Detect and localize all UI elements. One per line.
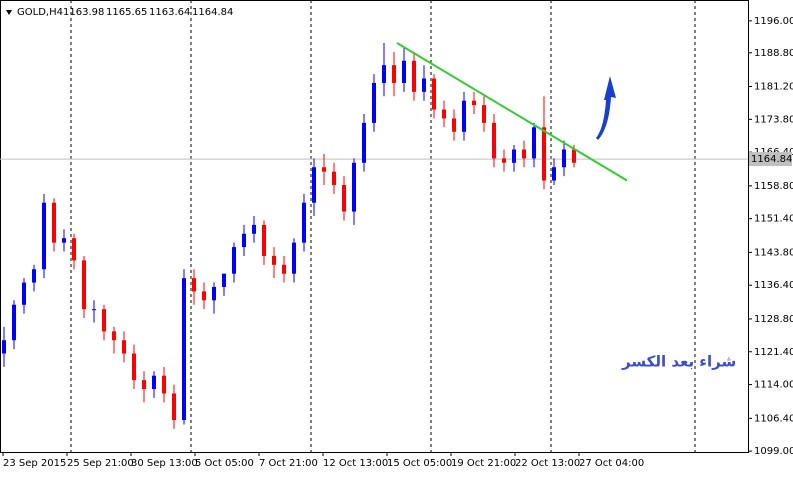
y-tick-label: 1114.00 — [754, 380, 793, 391]
plot-border — [0, 0, 749, 453]
candle-body — [432, 78, 436, 110]
header-value: 1164.84 — [192, 7, 233, 18]
header-value: 1163.64 — [149, 7, 190, 18]
x-tick-label: 7 Oct 21:00 — [259, 458, 318, 469]
candle-body — [402, 60, 406, 83]
candle-body — [482, 105, 486, 123]
candle-body — [112, 331, 116, 341]
y-tick-label: 1099.00 — [754, 446, 793, 457]
candle-body — [52, 202, 56, 243]
candle-body — [552, 167, 556, 181]
y-tick-label: 1143.80 — [754, 247, 793, 258]
y-tick-label: 1106.40 — [754, 413, 793, 424]
candle-body — [232, 247, 236, 274]
header-value: 1163.98 — [63, 7, 104, 18]
candle-body — [82, 260, 86, 310]
candle-body — [242, 233, 246, 248]
candle-body — [182, 278, 186, 421]
x-tick-label: 15 Oct 05:00 — [387, 458, 452, 469]
candle-body — [102, 309, 106, 332]
candle-body — [342, 184, 346, 212]
candle-body — [302, 202, 306, 243]
y-tick-label: 1151.40 — [754, 214, 793, 225]
candle-body — [522, 149, 526, 159]
candle-body — [222, 273, 226, 287]
y-tick-label: 1196.00 — [754, 16, 793, 27]
candle-body — [162, 375, 166, 394]
candle-body — [462, 100, 466, 132]
y-tick-label: 1188.80 — [754, 48, 793, 59]
candle-body — [572, 149, 576, 163]
candle-body — [362, 122, 366, 163]
candle-body — [322, 167, 326, 172]
y-tick-label: 1173.80 — [754, 114, 793, 125]
candle-body — [202, 291, 206, 301]
candle-body — [212, 286, 216, 301]
candle-body — [92, 309, 96, 311]
candle-body — [312, 167, 316, 203]
symbol: GOLD,H4 — [17, 7, 63, 18]
x-tick-label: 27 Oct 04:00 — [579, 458, 644, 469]
x-tick-label: 23 Sep 2015 — [3, 458, 66, 469]
trend-line — [396, 42, 628, 182]
x-tick-label: 19 Oct 21:00 — [451, 458, 516, 469]
candle-body — [352, 162, 356, 212]
candle-body — [32, 269, 36, 283]
candle-body — [382, 65, 386, 83]
candle-body — [192, 278, 196, 292]
header-value: 1165.65 — [106, 7, 147, 18]
candle-body — [62, 238, 66, 243]
candle-body — [512, 149, 516, 163]
candle-body — [452, 118, 456, 132]
candle-body — [132, 353, 136, 381]
y-tick-label: 1158.80 — [754, 181, 793, 192]
arrow — [596, 76, 616, 140]
candle-body — [442, 109, 446, 119]
candle-body — [472, 100, 476, 106]
x-tick-label: 30 Sep 13:00 — [131, 458, 198, 469]
candle-body — [532, 127, 536, 159]
candle-body — [2, 340, 6, 354]
candle-body — [562, 149, 566, 168]
price-box — [749, 152, 792, 167]
candle-body — [392, 65, 396, 83]
candle-body — [22, 282, 26, 305]
y-tick-label: 1181.20 — [754, 81, 793, 92]
candle-body — [122, 340, 126, 354]
candle-body — [152, 375, 156, 390]
x-tick-label: 12 Oct 13:00 — [323, 458, 388, 469]
candle-body — [42, 202, 46, 270]
x-tick-label: 5 Oct 05:00 — [195, 458, 254, 469]
candle-body — [412, 60, 416, 92]
y-tick-label: 1128.80 — [754, 314, 793, 325]
candle-body — [72, 238, 76, 261]
candle-body — [282, 264, 286, 274]
menu-triangle — [6, 10, 12, 15]
candle-body — [12, 304, 16, 341]
candle-body — [542, 127, 546, 181]
candle-body — [262, 224, 266, 256]
candle-body — [332, 171, 336, 185]
y-tick-label: 1121.40 — [754, 347, 793, 358]
price-label: 1164.84 — [751, 154, 792, 165]
candle-body — [292, 242, 296, 274]
candle-body — [422, 78, 426, 92]
annotation: شراء بعد الكسر — [621, 353, 736, 371]
candle-body — [492, 122, 496, 159]
y-tick-label: 1136.40 — [754, 280, 793, 291]
x-tick-label: 25 Sep 21:00 — [67, 458, 134, 469]
candle-body — [272, 255, 276, 265]
x-tick-label: 22 Oct 13:00 — [515, 458, 580, 469]
candle-body — [372, 82, 376, 123]
candle-body — [252, 224, 256, 234]
candle-body — [142, 380, 146, 390]
candle-body — [502, 158, 506, 163]
candle-body — [172, 393, 176, 421]
